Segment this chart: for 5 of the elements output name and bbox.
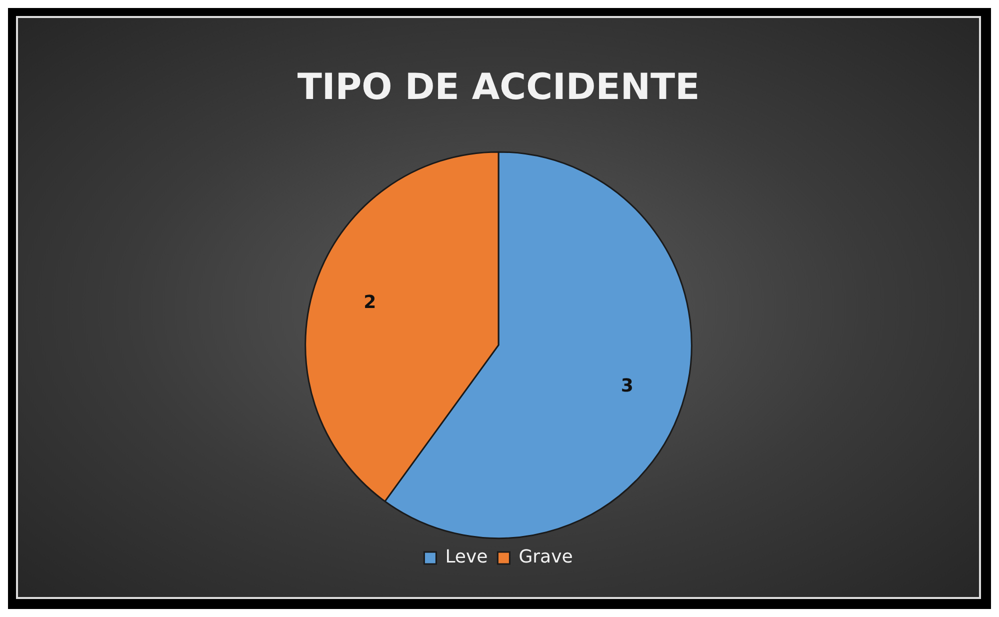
legend-label: Grave (518, 546, 573, 568)
chart-title: TIPO DE ACCIDENTE (297, 66, 700, 108)
data-label: 2 (364, 292, 376, 313)
data-label: 3 (620, 376, 634, 397)
legend-label: Leve (445, 546, 488, 568)
